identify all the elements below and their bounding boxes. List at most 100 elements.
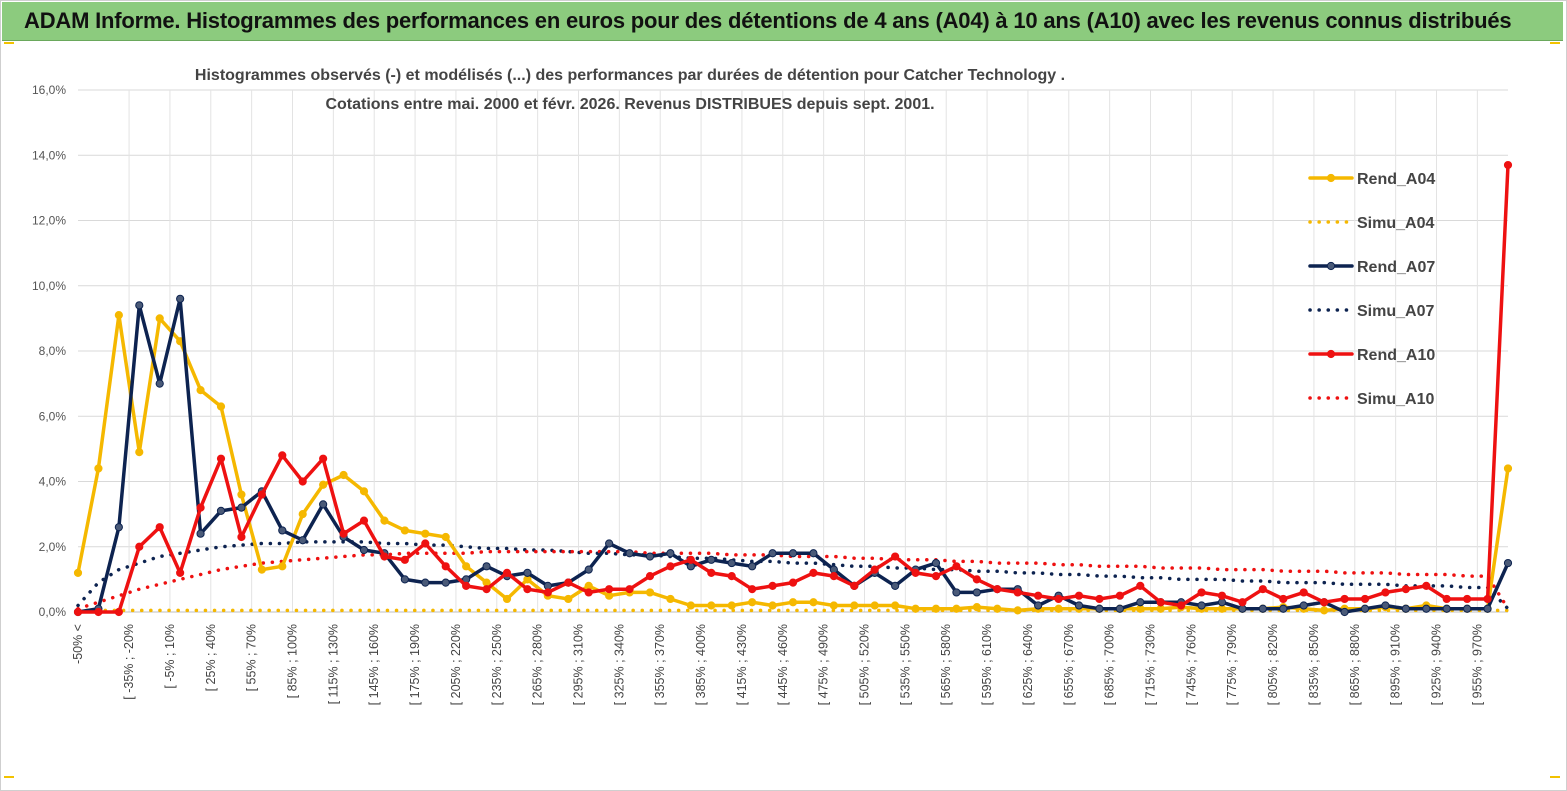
data-point-rend-a10	[1463, 594, 1472, 604]
data-point-rend-a07	[441, 578, 450, 587]
data-point-rend-a07	[1483, 604, 1492, 613]
data-point-rend-a07	[1034, 601, 1043, 610]
data-point-rend-a07	[1503, 558, 1513, 568]
data-point-rend-a07	[216, 506, 226, 515]
data-point-rend-a10	[523, 585, 532, 594]
data-point-rend-a04	[1320, 606, 1329, 615]
data-point-rend-a10	[1340, 594, 1349, 604]
corner-mark	[1550, 42, 1560, 44]
legend-label-rend-a04: Rend_A04	[1357, 171, 1435, 188]
y-tick-label: 16,0%	[32, 83, 66, 97]
data-point-rend-a07	[155, 379, 164, 388]
data-point-rend-a04	[359, 487, 369, 496]
data-point-rend-a04	[1054, 604, 1063, 613]
data-point-rend-a07	[727, 558, 736, 568]
data-point-rend-a10	[911, 568, 920, 577]
data-point-rend-a07	[1360, 604, 1370, 613]
data-point-rend-a10	[829, 572, 838, 581]
data-point-rend-a04	[748, 598, 757, 607]
data-point-rend-a04	[952, 604, 961, 613]
x-tick-label: [ 355% ; 370%	[653, 624, 667, 705]
data-point-rend-a04	[870, 601, 879, 610]
data-point-rend-a10	[94, 607, 103, 617]
data-point-rend-a10	[421, 539, 430, 548]
data-point-rend-a07	[1381, 601, 1390, 610]
legend-label-rend-a07: Rend_A07	[1357, 259, 1435, 276]
data-point-rend-a07	[1279, 604, 1288, 613]
data-point-rend-a07	[1463, 604, 1472, 613]
data-point-rend-a07	[176, 294, 185, 303]
data-point-rend-a10	[1074, 591, 1084, 600]
data-point-rend-a07	[298, 536, 307, 545]
data-point-rend-a10	[1177, 601, 1186, 610]
x-tick-label: [ -5% ; 10%	[163, 624, 177, 689]
axes: 0,0% 2,0% 4,0% 6,0% 8,0% 10,0% 12,0% 14,0% 16,0%…	[32, 83, 1508, 705]
data-point-rend-a10	[278, 451, 287, 460]
data-point-rend-a07	[1197, 601, 1206, 610]
data-point-rend-a10	[1013, 588, 1022, 597]
x-tick-label: [ 625% ; 640%	[1021, 624, 1035, 705]
data-point-rend-a04	[257, 565, 266, 574]
chart-title-line-1: Histogrammes observés (-) et modélisés (…	[195, 67, 1065, 84]
x-tick-label: [ 55% ; 70%	[245, 624, 259, 691]
data-point-rend-a04	[788, 598, 798, 607]
data-point-rend-a10	[1197, 588, 1206, 597]
y-tick-label: 6,0%	[39, 409, 67, 423]
data-point-rend-a10	[482, 585, 491, 594]
data-point-rend-a10	[196, 503, 205, 512]
data-point-rend-a04	[768, 601, 777, 610]
data-point-rend-a04	[278, 562, 287, 571]
data-point-rend-a04	[114, 311, 123, 320]
x-tick-label: [ 535% ; 550%	[898, 624, 912, 705]
data-point-rend-a10	[1483, 594, 1492, 604]
data-point-rend-a04	[380, 516, 389, 525]
data-point-rend-a10	[870, 565, 879, 574]
data-point-rend-a10	[768, 581, 777, 591]
data-point-rend-a10	[1360, 594, 1370, 604]
data-point-rend-a10	[237, 532, 246, 542]
y-tick-label: 8,0%	[39, 344, 67, 358]
data-point-rend-a04	[298, 510, 307, 519]
data-point-rend-a10	[727, 572, 736, 581]
data-point-rend-a10	[891, 552, 900, 561]
x-tick-label: [ 385% ; 400%	[694, 624, 708, 705]
data-point-rend-a10	[502, 568, 512, 577]
data-point-rend-a07	[1340, 607, 1349, 617]
legend-marker-rend-a07	[1326, 261, 1336, 271]
data-point-rend-a10	[155, 523, 164, 532]
chart-title-line-2: Cotations entre mai. 2000 et févr. 2026.…	[325, 96, 934, 113]
data-point-rend-a04	[850, 601, 859, 610]
x-tick-label: [ 505% ; 520%	[858, 624, 872, 705]
data-point-rend-a10	[1034, 591, 1043, 600]
legend-marker-rend-a10	[1326, 349, 1336, 359]
data-point-rend-a04	[94, 464, 103, 473]
x-tick-label: [ 475% ; 490%	[817, 624, 831, 705]
data-point-rend-a10	[1320, 598, 1329, 607]
data-point-rend-a10	[564, 578, 573, 587]
data-point-rend-a10	[605, 585, 614, 594]
legend-marker-rend-a04	[1326, 173, 1336, 183]
data-point-rend-a10	[1217, 591, 1227, 600]
data-point-rend-a10	[1136, 581, 1145, 591]
data-point-rend-a04	[216, 402, 226, 411]
x-tick-label: [ 445% ; 460%	[776, 624, 790, 705]
data-point-rend-a04	[727, 601, 736, 610]
data-point-rend-a07	[359, 545, 369, 555]
x-tick-label: [ 415% ; 430%	[735, 624, 749, 705]
data-point-rend-a10	[809, 568, 818, 577]
data-point-rend-a07	[1136, 598, 1145, 607]
data-point-rend-a04	[237, 490, 246, 499]
data-point-rend-a07	[952, 588, 961, 597]
data-point-rend-a10	[176, 568, 185, 577]
data-point-rend-a04	[73, 568, 83, 577]
data-point-rend-a04	[462, 562, 471, 571]
data-point-rend-a10	[1299, 588, 1308, 597]
x-tick-label: [ 655% ; 670%	[1062, 624, 1076, 705]
data-point-rend-a04	[911, 604, 920, 613]
data-point-rend-a10	[707, 568, 716, 577]
data-point-rend-a07	[768, 549, 777, 558]
data-point-rend-a10	[319, 454, 328, 463]
data-point-rend-a04	[441, 532, 450, 542]
x-tick-label: [ 235% ; 250%	[490, 624, 504, 705]
corner-mark	[1550, 776, 1560, 778]
